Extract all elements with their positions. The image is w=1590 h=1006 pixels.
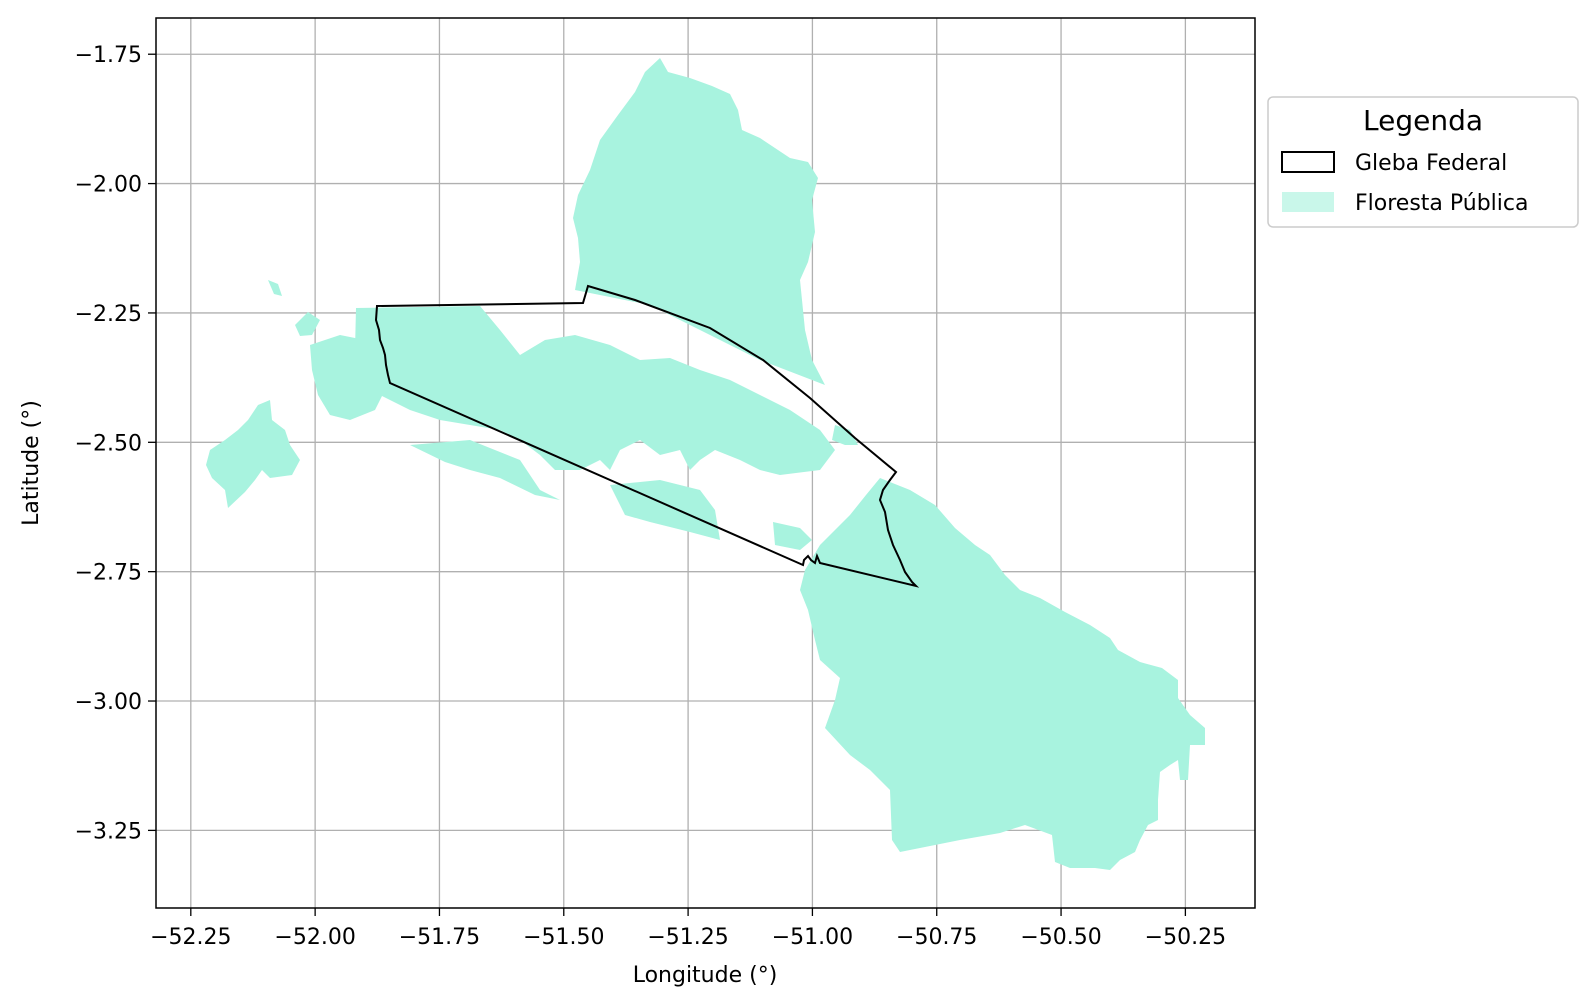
- y-tick-label: −2.00: [75, 173, 142, 198]
- forest-polygon-central: [355, 306, 835, 475]
- y-axis-label: Latitude (°): [19, 400, 44, 526]
- forest-polygon-west-3: [268, 280, 282, 296]
- axes-frame: [155, 17, 1256, 909]
- x-tick-label: −50.75: [896, 925, 977, 950]
- y-tick-label: −1.75: [75, 43, 142, 68]
- y-tick-label: −2.50: [75, 431, 142, 456]
- legend-swatch-floresta: [1282, 192, 1334, 212]
- forest-polygon-west-1: [310, 335, 385, 420]
- x-tick-label: −51.25: [647, 925, 728, 950]
- legend: Legenda Gleba Federal Floresta Pública: [1267, 96, 1579, 228]
- x-tick-label: −52.00: [274, 925, 355, 950]
- x-tick-label: −51.75: [399, 925, 480, 950]
- x-tick-label: −51.00: [772, 925, 853, 950]
- legend-label-floresta: Floresta Pública: [1355, 191, 1528, 216]
- forest-polygon-southeast: [800, 478, 1205, 870]
- forest-polygon-west-2: [295, 312, 320, 336]
- floresta-publica-layer: [206, 58, 1205, 870]
- x-axis-label: Longitude (°): [633, 963, 778, 988]
- x-tick-label: −50.50: [1020, 925, 1101, 950]
- y-tick-label: −2.75: [75, 561, 142, 586]
- legend-swatch-gleba: [1281, 151, 1335, 173]
- x-axis-ticks: −52.25 −52.00 −51.75 −51.50 −51.25 −51.00 −50.…: [150, 908, 1226, 950]
- forest-polygon-southwest: [206, 400, 300, 508]
- x-tick-label: −51.50: [523, 925, 604, 950]
- y-tick-label: −2.25: [75, 302, 142, 327]
- y-tick-label: −3.00: [75, 690, 142, 715]
- gleba-federal-boundary: [374, 284, 920, 588]
- forest-polygon-east-spit: [832, 425, 858, 445]
- y-tick-label: −3.25: [75, 819, 142, 844]
- x-tick-label: −52.25: [150, 925, 231, 950]
- legend-box: [1267, 96, 1579, 228]
- forest-polygon-north: [573, 58, 825, 385]
- legend-title: Legenda: [1363, 104, 1483, 137]
- forest-polygon-lower-band-1: [410, 440, 560, 500]
- forest-polygon-lower-band-2: [610, 480, 720, 540]
- y-axis-ticks: −1.75 −2.00 −2.25 −2.50 −2.75 −3.00 −3.25: [75, 43, 156, 844]
- forest-polygon-lower-band-3: [773, 522, 812, 550]
- x-tick-label: −50.25: [1145, 925, 1226, 950]
- legend-label-gleba: Gleba Federal: [1355, 151, 1507, 176]
